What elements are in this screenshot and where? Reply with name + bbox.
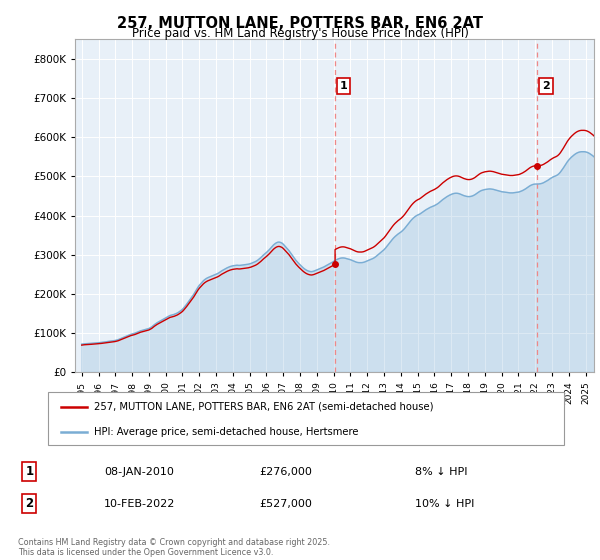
Text: 257, MUTTON LANE, POTTERS BAR, EN6 2AT (semi-detached house): 257, MUTTON LANE, POTTERS BAR, EN6 2AT (… xyxy=(94,402,434,412)
Text: 1: 1 xyxy=(340,81,347,91)
Text: HPI: Average price, semi-detached house, Hertsmere: HPI: Average price, semi-detached house,… xyxy=(94,427,359,437)
Text: 2: 2 xyxy=(542,81,550,91)
FancyBboxPatch shape xyxy=(48,392,564,445)
Text: Contains HM Land Registry data © Crown copyright and database right 2025.
This d: Contains HM Land Registry data © Crown c… xyxy=(18,538,330,557)
Text: 1: 1 xyxy=(25,465,34,478)
Text: 2: 2 xyxy=(25,497,34,510)
Text: 257, MUTTON LANE, POTTERS BAR, EN6 2AT: 257, MUTTON LANE, POTTERS BAR, EN6 2AT xyxy=(117,16,483,31)
Text: £527,000: £527,000 xyxy=(260,499,313,509)
Text: 08-JAN-2010: 08-JAN-2010 xyxy=(104,466,174,477)
Text: 8% ↓ HPI: 8% ↓ HPI xyxy=(415,466,468,477)
Text: £276,000: £276,000 xyxy=(260,466,313,477)
Text: 10-FEB-2022: 10-FEB-2022 xyxy=(104,499,176,509)
Text: 10% ↓ HPI: 10% ↓ HPI xyxy=(415,499,475,509)
Text: Price paid vs. HM Land Registry's House Price Index (HPI): Price paid vs. HM Land Registry's House … xyxy=(131,27,469,40)
